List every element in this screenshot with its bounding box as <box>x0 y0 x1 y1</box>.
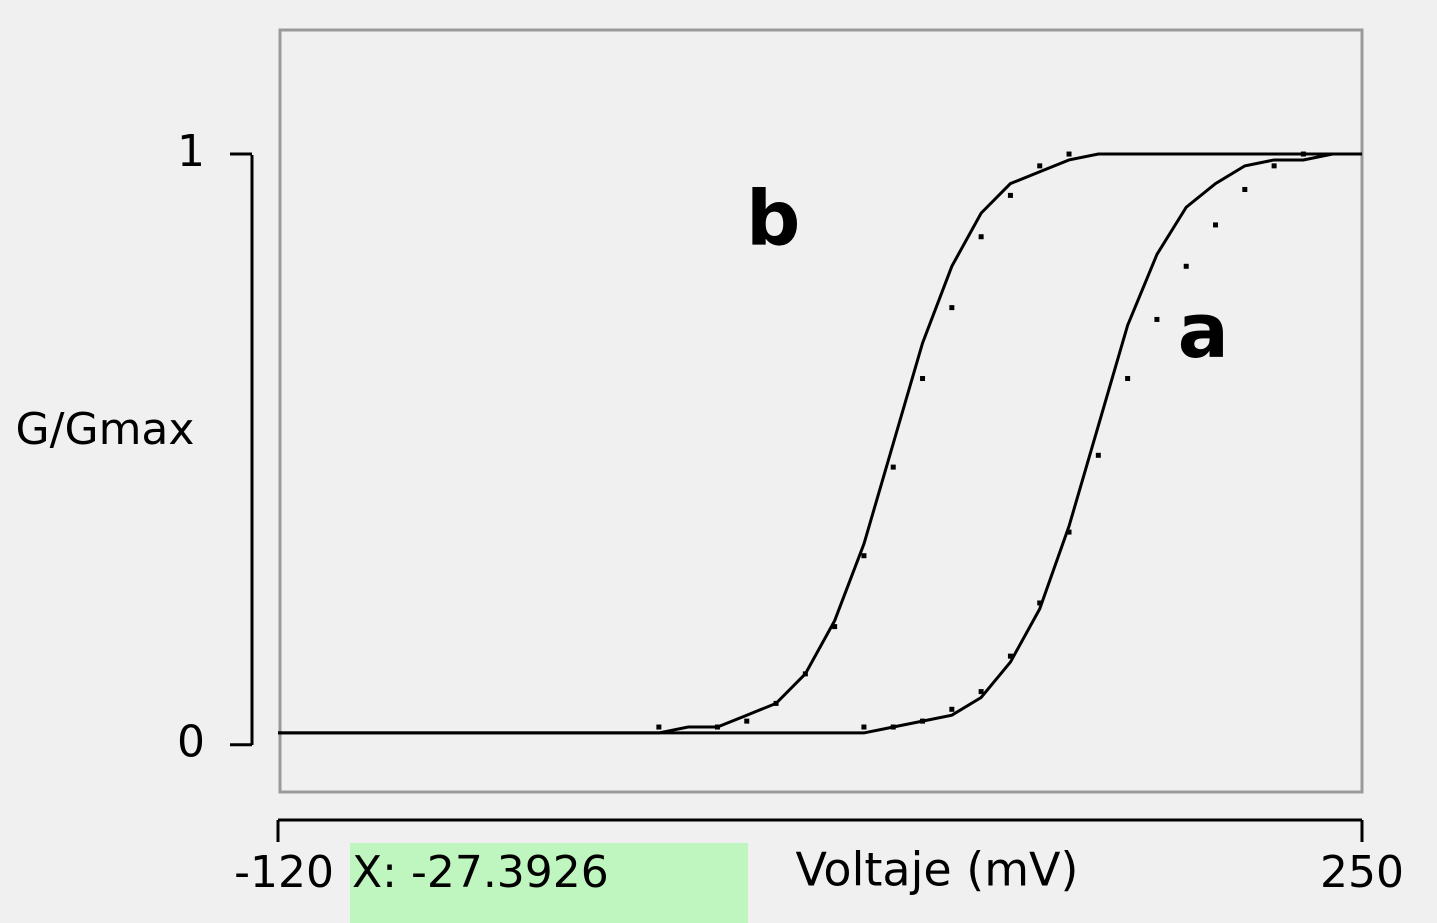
data-point <box>773 700 779 706</box>
data-point <box>1037 163 1043 169</box>
data-point <box>1066 529 1072 535</box>
curve <box>278 152 1362 735</box>
data-point <box>1271 163 1277 169</box>
data-point <box>714 724 720 730</box>
x-tick-label: 250 <box>1320 847 1404 898</box>
data-point <box>1007 192 1013 198</box>
curve <box>278 152 1362 735</box>
data-point <box>1095 452 1101 458</box>
data-point <box>920 718 926 724</box>
data-point <box>949 706 955 712</box>
data-point <box>978 234 984 240</box>
data-point <box>890 464 896 470</box>
data-point <box>861 724 867 730</box>
data-point <box>1183 263 1189 269</box>
data-point <box>1213 222 1219 228</box>
data-point <box>1125 376 1131 382</box>
x-tick-label: -120 <box>234 847 334 898</box>
y-axis-label: G/Gmax <box>16 404 195 455</box>
cursor-readout: X: -27.3926 <box>352 847 609 898</box>
curve-label: b <box>746 173 800 262</box>
y-tick-label: 0 <box>177 717 205 768</box>
data-point <box>744 718 750 724</box>
x-axis-label: Voltaje (mV) <box>796 843 1079 897</box>
data-point <box>1007 653 1013 659</box>
plot-area <box>278 28 1364 794</box>
data-point <box>832 624 838 630</box>
data-point <box>890 724 896 730</box>
data-point <box>802 671 808 677</box>
y-tick-label: 1 <box>177 126 205 177</box>
data-point <box>1154 316 1160 322</box>
data-point <box>656 724 662 730</box>
data-point <box>920 376 926 382</box>
data-point <box>1242 186 1248 192</box>
data-point <box>978 689 984 695</box>
data-point <box>1037 600 1043 606</box>
readout-box <box>350 843 748 923</box>
data-point <box>861 553 867 559</box>
data-point <box>1066 151 1072 157</box>
data-point <box>949 305 955 311</box>
curve-label: a <box>1178 286 1229 375</box>
